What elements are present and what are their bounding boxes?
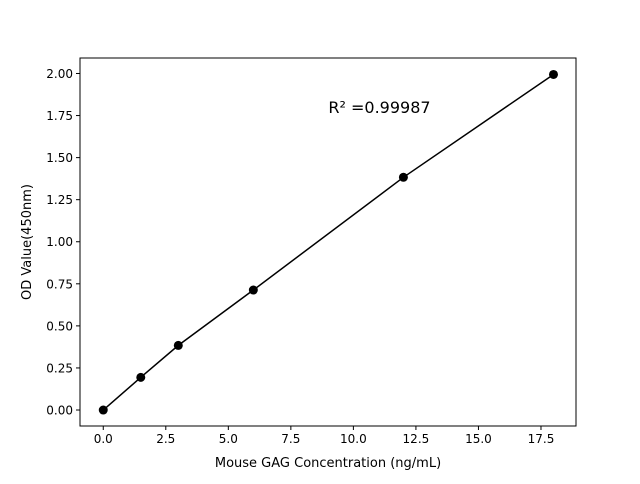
series-line	[102, 73, 554, 411]
y-tick-label: 1.75	[46, 109, 73, 123]
data-point	[398, 172, 408, 182]
data-point	[548, 69, 558, 79]
data-point	[136, 372, 146, 382]
y-tick-label: 0.75	[46, 277, 73, 291]
y-tick-label: 1.25	[46, 193, 73, 207]
r-squared-annotation: R² =0.99987	[328, 98, 430, 117]
y-tick-label: 1.00	[46, 235, 73, 249]
x-tick-label: 17.5	[528, 432, 555, 446]
data-point	[248, 285, 258, 295]
y-axis-label: OD Value(450nm)	[20, 184, 35, 300]
y-tick-label: 0.00	[46, 404, 73, 418]
x-tick-label: 7.5	[281, 432, 300, 446]
x-tick-label: 5.0	[219, 432, 238, 446]
x-tick-label: 10.0	[340, 432, 367, 446]
x-tick-label: 15.0	[465, 432, 492, 446]
data-point	[98, 405, 108, 415]
data-point	[173, 340, 183, 350]
y-tick-label: 0.50	[46, 319, 73, 333]
y-tick-label: 0.25	[46, 361, 73, 375]
y-tick-label: 2.00	[46, 67, 73, 81]
x-tick-label: 2.5	[156, 432, 175, 446]
y-tick-label: 1.50	[46, 151, 73, 165]
x-tick-label: 0.0	[94, 432, 113, 446]
plot-area	[79, 57, 577, 427]
x-tick-label: 12.5	[403, 432, 430, 446]
x-axis-label: Mouse GAG Concentration (ng/mL)	[215, 456, 441, 471]
